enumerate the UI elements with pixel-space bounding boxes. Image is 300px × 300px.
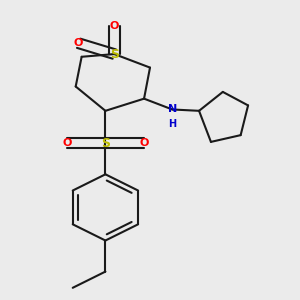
Text: O: O — [74, 38, 83, 48]
Text: S: S — [110, 48, 119, 61]
Text: H: H — [168, 119, 176, 129]
Text: S: S — [101, 137, 110, 150]
Text: N: N — [168, 104, 177, 115]
Text: O: O — [110, 21, 119, 31]
Text: O: O — [62, 138, 71, 148]
Text: O: O — [140, 138, 149, 148]
